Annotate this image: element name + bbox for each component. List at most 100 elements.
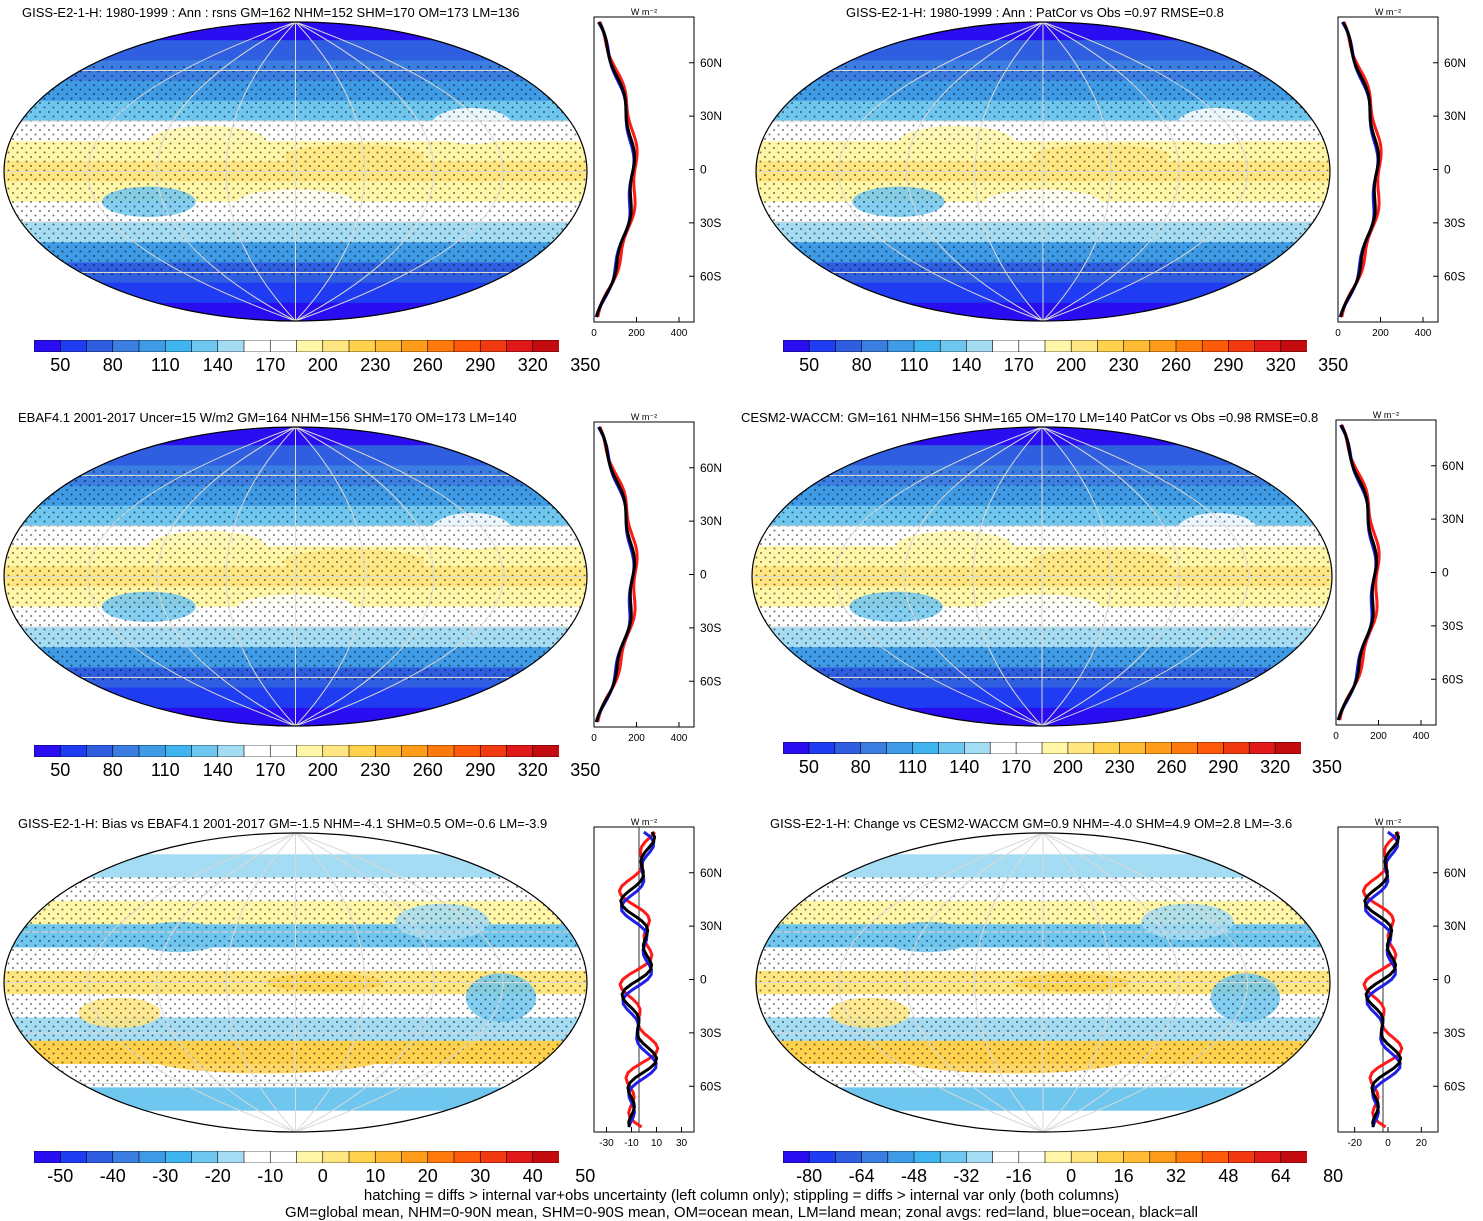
colorbar-tick-label: 320 — [1260, 757, 1291, 777]
colorbar-swatch — [506, 1151, 534, 1163]
lat-label: 30N — [700, 109, 722, 123]
zonal-unit-label: W m⁻² — [1375, 817, 1401, 827]
zonal-x-label: 400 — [1415, 328, 1432, 339]
colorbar-swatch — [374, 745, 403, 757]
map-bias-vs-obs — [3, 832, 588, 1133]
zonal-unit-label: W m⁻² — [631, 7, 657, 17]
colorbar-tick-label: 40 — [522, 1166, 543, 1186]
colorbar-swatch — [164, 340, 193, 352]
graticule-meridian — [225, 22, 296, 321]
graticule-meridian — [295, 833, 435, 1132]
lat-label: 30N — [1442, 512, 1464, 526]
colorbar-swatch — [783, 1151, 811, 1163]
colorbar-swatch — [243, 745, 272, 757]
colorbar-swatch — [34, 1151, 62, 1163]
colorbar-swatch — [269, 340, 298, 352]
colorbar-swatch — [861, 1151, 889, 1163]
colorbar-swatch — [322, 1151, 350, 1163]
colorbar-tick-label: 110 — [898, 757, 927, 777]
colorbar-swatch — [348, 1151, 377, 1163]
graticule-meridian — [295, 22, 435, 321]
graticule-meridian — [295, 427, 504, 726]
colorbar-swatch — [191, 340, 219, 352]
colorbar-swatch — [59, 745, 88, 757]
lat-label: 60N — [1444, 56, 1466, 70]
colorbar-swatch — [427, 1151, 455, 1163]
colorbar-swatch — [1044, 1151, 1073, 1163]
colorbar-swatch — [1201, 1151, 1230, 1163]
zonal-x-label: 0 — [591, 328, 597, 339]
graticule-meridian — [906, 22, 1044, 321]
colorbar-tick-label: 64 — [1270, 1166, 1291, 1186]
colorbar-labels-change-vs-reference: -80 -64 -48 -32 -16 0 16 32 48 64 80 — [783, 1166, 1343, 1188]
colorbar-swatch — [1254, 340, 1282, 352]
lat-label: 30S — [700, 621, 721, 635]
graticule-meridian — [156, 22, 296, 321]
graticule-meridian — [1042, 22, 1248, 321]
colorbar-swatch — [1123, 1151, 1151, 1163]
lat-label: 0 — [700, 568, 707, 582]
colorbar-tick-label: -80 — [796, 1166, 823, 1186]
colorbar-swatch — [479, 340, 508, 352]
colorbar-labels-bias-vs-obs: -50 -40 -30 -20 -10 0 10 20 30 40 50 — [34, 1166, 595, 1188]
panel-title-bias-vs-obs: GISS-E2-1-H: Bias vs EBAF4.1 2001-2017 G… — [18, 816, 548, 831]
colorbar-swatch — [783, 742, 810, 754]
colorbar-tick-label: 350 — [570, 760, 601, 780]
graticule-meridian — [87, 22, 296, 321]
lat-label: 60S — [700, 1079, 721, 1093]
colorbar-swatch — [34, 340, 62, 352]
colorbar-tick-label: -10 — [257, 1166, 284, 1186]
graticule-meridian — [295, 833, 366, 1132]
lat-label: 60S — [1442, 672, 1463, 686]
graticule-meridian — [295, 427, 366, 726]
colorbar-swatch — [1228, 1151, 1256, 1163]
colorbar-tick-label: 350 — [1318, 355, 1349, 375]
graticule-meridian — [295, 833, 504, 1132]
zonal-x-label: 200 — [1370, 731, 1387, 742]
colorbar-swatch — [191, 745, 219, 757]
colorbar-swatch — [427, 745, 455, 757]
colorbar-swatch — [164, 745, 193, 757]
zonal-all-curve — [595, 426, 637, 723]
zonal-all-curve — [619, 831, 659, 1128]
colorbar-change-vs-reference — [783, 1151, 1307, 1163]
colorbar-swatch — [453, 745, 482, 757]
colorbar-model-patcor — [783, 340, 1307, 352]
colorbar-swatch — [912, 742, 940, 754]
colorbar-tick-label: 350 — [570, 355, 601, 375]
colorbar-tick-label: -40 — [99, 1166, 126, 1186]
colorbar-tick-label: 80 — [1323, 1166, 1344, 1186]
colorbar-swatch — [1119, 742, 1147, 754]
map-model-climatology — [3, 21, 588, 322]
colorbar-tick-label: 0 — [1066, 1166, 1077, 1186]
colorbar-tick-label: 16 — [1113, 1166, 1134, 1186]
lat-label: 30N — [1444, 919, 1466, 933]
colorbar-swatch — [1070, 340, 1099, 352]
zonal-land-curve — [1361, 830, 1404, 1129]
zonal-x-label: -10 — [624, 1138, 639, 1149]
colorbar-obs-climatology — [34, 745, 559, 757]
colorbar-swatch — [296, 340, 324, 352]
lat-label: 60S — [700, 269, 721, 283]
colorbar-swatch — [1201, 340, 1230, 352]
colorbar-swatch — [217, 1151, 245, 1163]
colorbar-swatch — [59, 1151, 88, 1163]
colorbar-swatch — [861, 340, 889, 352]
colorbar-swatch — [34, 745, 62, 757]
colorbar-tick-label: 260 — [412, 355, 443, 375]
zonal-unit-label: W m⁻² — [1373, 410, 1399, 420]
colorbar-swatch — [322, 340, 350, 352]
colorbar-swatch — [112, 340, 140, 352]
colorbar-swatch — [217, 745, 245, 757]
graticule-meridian — [906, 833, 1044, 1132]
graticule-meridian — [156, 427, 296, 726]
colorbar-swatch — [1254, 1151, 1282, 1163]
zonal-obs-climatology: W m⁻² 60N 30N 0 30S 60S 0 200 400 — [591, 412, 722, 744]
lat-label: 30S — [700, 216, 721, 230]
panel-title-reference-model: CESM2-WACCM: GM=161 NHM=156 SHM=165 OM=1… — [741, 410, 1319, 425]
colorbar-tick-label: 170 — [255, 355, 286, 375]
colorbar-swatch — [112, 745, 140, 757]
zonal-unit-label: W m⁻² — [631, 817, 657, 827]
colorbar-swatch — [86, 745, 114, 757]
colorbar-tick-label: 200 — [307, 355, 338, 375]
